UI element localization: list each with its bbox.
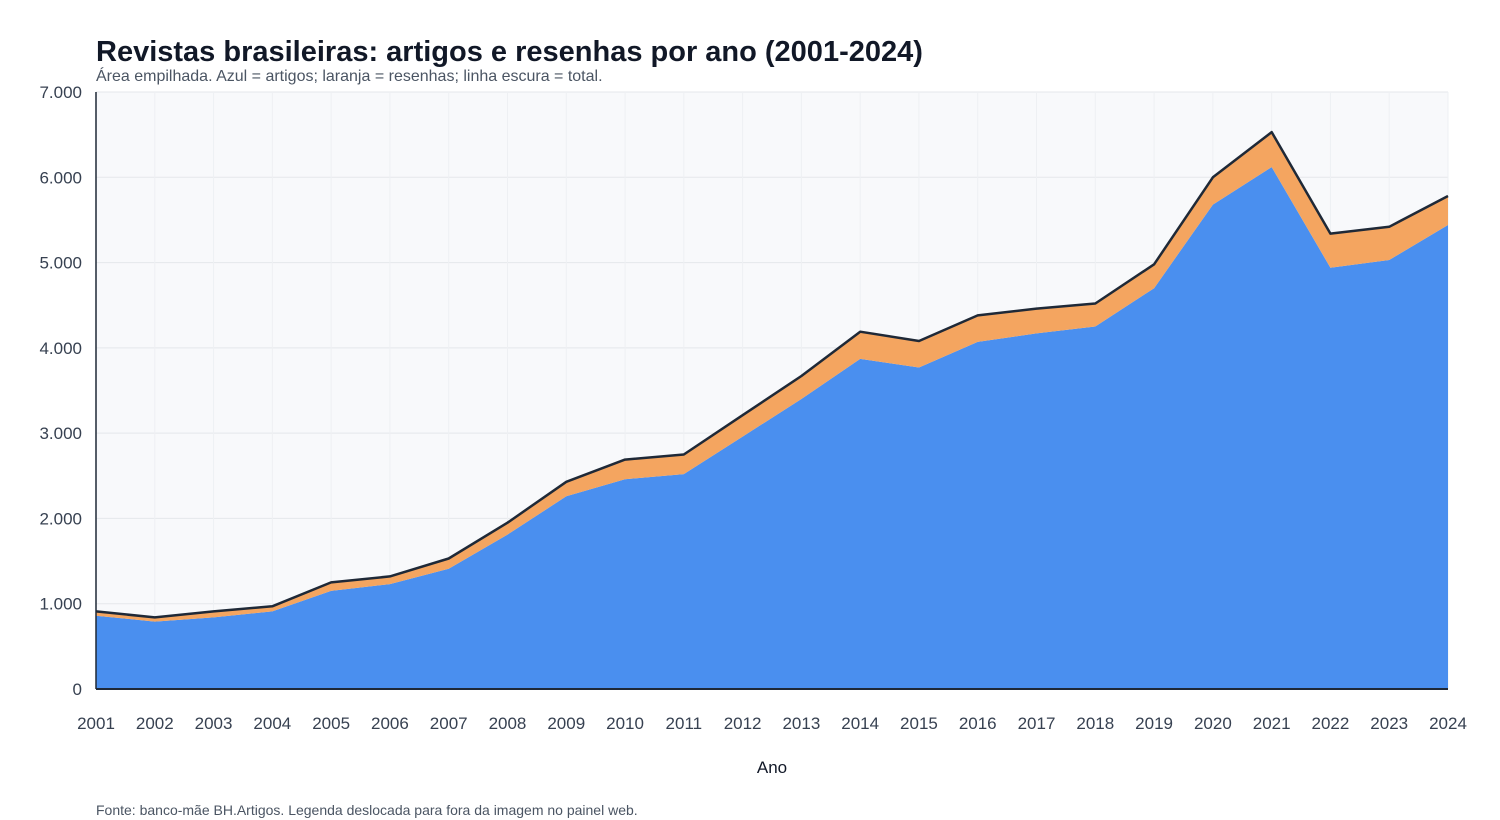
- y-tick-label: 1.000: [39, 595, 82, 614]
- x-tick-label: 2020: [1194, 714, 1232, 733]
- area-series-artigos: [96, 167, 1448, 690]
- chart-footer: Fonte: banco-mãe BH.Artigos. Legenda des…: [96, 802, 638, 818]
- x-tick-label: 2024: [1429, 714, 1467, 733]
- x-tick-label: 2010: [606, 714, 644, 733]
- x-tick-label: 2016: [959, 714, 997, 733]
- y-tick-label: 5.000: [39, 254, 82, 273]
- y-tick-label: 6.000: [39, 168, 82, 187]
- y-tick-label: 0: [73, 680, 82, 699]
- x-tick-label: 2021: [1253, 714, 1291, 733]
- x-tick-label: 2007: [430, 714, 468, 733]
- y-tick-label: 3.000: [39, 424, 82, 443]
- x-tick-label: 2014: [841, 714, 879, 733]
- x-tick-label: 2008: [489, 714, 527, 733]
- x-tick-label: 2006: [371, 714, 409, 733]
- axis-layer: 0 1.000 2.000 3.000 4.000 5.000 6.000 7.000 2001…: [39, 83, 1466, 733]
- total-line: [95, 130, 1449, 619]
- y-tick-label: 7.000: [39, 83, 82, 102]
- x-tick-label: 2012: [724, 714, 762, 733]
- x-tick-label: 2023: [1370, 714, 1408, 733]
- x-tick-label: 2009: [547, 714, 585, 733]
- y-tick-label: 4.000: [39, 339, 82, 358]
- x-tick-label: 2002: [136, 714, 174, 733]
- chart-title: Revistas brasileiras: artigos e resenhas…: [96, 36, 923, 68]
- x-tick-label: 2015: [900, 714, 938, 733]
- x-tick-label: 2013: [782, 714, 820, 733]
- x-tick-label: 2001: [77, 714, 115, 733]
- x-tick-label: 2017: [1018, 714, 1056, 733]
- y-tick-label: 2.000: [39, 509, 82, 528]
- x-tick-label: 2022: [1312, 714, 1350, 733]
- x-tick-label: 2005: [312, 714, 350, 733]
- area-layer: [95, 130, 1449, 690]
- x-tick-label: 2018: [1076, 714, 1114, 733]
- x-axis-title: Ano: [757, 758, 787, 777]
- chart-subtitle: Área empilhada. Azul = artigos; laranja …: [96, 68, 603, 85]
- x-tick-label: 2019: [1135, 714, 1173, 733]
- x-tick-label: 2003: [195, 714, 233, 733]
- x-tick-label: 2011: [666, 714, 703, 733]
- x-tick-label: 2004: [253, 714, 291, 733]
